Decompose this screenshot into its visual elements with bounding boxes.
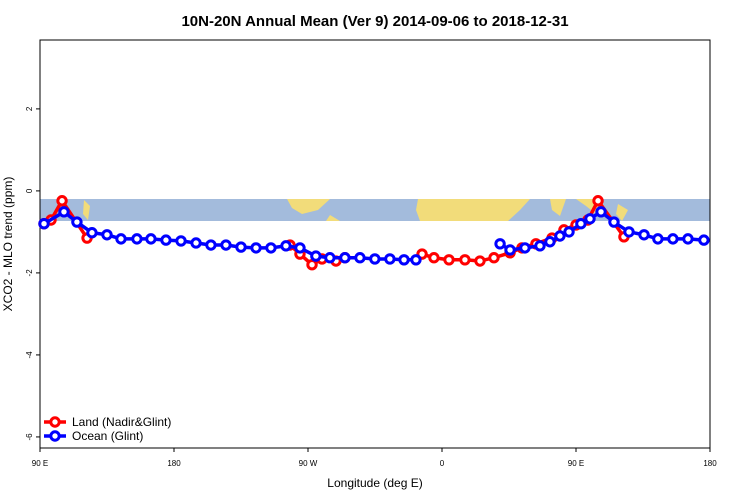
legend-marker xyxy=(49,416,61,428)
data-point xyxy=(554,230,566,242)
data-point xyxy=(494,238,506,250)
data-point xyxy=(205,239,217,251)
chart-title: 10N-20N Annual Mean (Ver 9) 2014-09-06 t… xyxy=(181,13,568,30)
data-point xyxy=(71,216,83,228)
data-point xyxy=(652,233,664,245)
data-point xyxy=(398,254,410,266)
data-point xyxy=(544,236,556,248)
data-point xyxy=(504,244,516,256)
data-point xyxy=(38,218,50,230)
data-point xyxy=(428,252,440,264)
data-point xyxy=(160,234,172,246)
x-tick-label: 180 xyxy=(167,459,181,468)
x-tick-label: 0 xyxy=(440,459,445,468)
x-tick-label: 90 W xyxy=(299,459,318,468)
data-point xyxy=(294,242,306,254)
data-point xyxy=(459,254,471,266)
data-point xyxy=(592,195,604,207)
data-point xyxy=(175,235,187,247)
data-point xyxy=(682,233,694,245)
data-point xyxy=(443,254,455,266)
y-axis-label: XCO2 - MLO trend (ppm) xyxy=(1,177,15,312)
data-point xyxy=(280,240,292,252)
data-point xyxy=(623,226,635,238)
y-tick-label: -4 xyxy=(25,351,34,359)
x-tick-label: 180 xyxy=(703,459,717,468)
data-point xyxy=(410,254,422,266)
data-point xyxy=(354,252,366,264)
data-point xyxy=(575,218,587,230)
data-point xyxy=(265,242,277,254)
data-point xyxy=(519,242,531,254)
data-point xyxy=(306,259,318,271)
data-point xyxy=(131,233,143,245)
data-point xyxy=(638,229,650,241)
data-point xyxy=(145,233,157,245)
data-point xyxy=(474,255,486,267)
y-tick-label: 2 xyxy=(25,106,34,111)
data-point xyxy=(250,242,262,254)
legend-label: Ocean (Glint) xyxy=(72,429,143,443)
legend-marker xyxy=(49,430,61,442)
y-tick-label: 0 xyxy=(25,188,34,193)
data-point xyxy=(534,240,546,252)
data-point xyxy=(310,250,322,262)
data-point xyxy=(339,252,351,264)
data-point xyxy=(608,216,620,228)
data-point xyxy=(235,241,247,253)
data-point xyxy=(58,206,70,218)
data-point xyxy=(220,239,232,251)
data-point xyxy=(384,253,396,265)
legend-label: Land (Nadir&Glint) xyxy=(72,415,171,429)
data-point xyxy=(488,252,500,264)
data-point xyxy=(115,233,127,245)
plot-frame xyxy=(39,39,711,449)
map-strip xyxy=(40,199,710,221)
data-point xyxy=(563,226,575,238)
data-point xyxy=(56,195,68,207)
x-tick-label: 90 E xyxy=(32,459,48,468)
data-point xyxy=(324,252,336,264)
data-point xyxy=(86,227,98,239)
y-tick-label: -2 xyxy=(25,269,34,277)
data-point xyxy=(595,206,607,218)
data-point xyxy=(101,229,113,241)
data-point xyxy=(190,237,202,249)
data-point xyxy=(698,234,710,246)
y-tick-label: -6 xyxy=(25,433,34,441)
x-axis-label: Longitude (deg E) xyxy=(327,476,422,490)
data-point xyxy=(369,253,381,265)
data-point xyxy=(584,213,596,225)
x-tick-label: 90 E xyxy=(568,459,584,468)
data-point xyxy=(667,233,679,245)
